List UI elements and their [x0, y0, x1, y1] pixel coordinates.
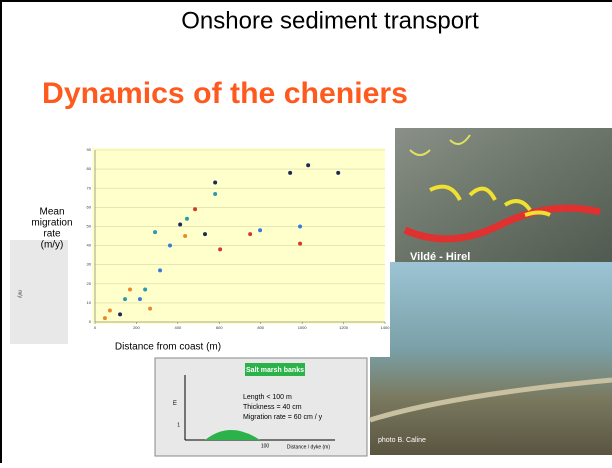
point: [137, 297, 142, 302]
side-panel: [10, 240, 70, 344]
inset: Salt marsh banks m 1 100 Distance / dyke…: [154, 357, 368, 457]
point: [248, 232, 253, 237]
inset-line: Thickness = 40 cm: [243, 404, 302, 411]
point: [128, 287, 133, 292]
photo-credit: photo B. Caline: [378, 437, 426, 444]
plot-area: [92, 148, 385, 324]
x-tick-label: 600: [216, 325, 223, 330]
y-axis-label: migration: [31, 218, 72, 229]
x-tick-label: 1000: [298, 325, 308, 330]
point: [118, 312, 123, 317]
side-label: m/y: [17, 290, 23, 299]
inset-xtick: 100: [261, 443, 270, 449]
point: [107, 308, 112, 313]
x-tick-label: 0: [94, 325, 97, 330]
point: [218, 247, 223, 252]
photo-label: Vildé - Hirel: [410, 251, 470, 263]
point: [158, 268, 163, 273]
inset-xlabel: Distance / dyke (m): [287, 444, 330, 450]
y-tick-label: 20: [87, 281, 92, 286]
point: [202, 232, 207, 237]
y-axis-label: rate: [43, 229, 61, 240]
photo-bottom: photo B. Caline: [369, 262, 612, 455]
point: [102, 316, 107, 321]
x-tick-label: 400: [175, 325, 182, 330]
x-tick-label: 200: [133, 325, 140, 330]
x-tick-label: 1200: [339, 325, 349, 330]
inset-ytick: 1: [177, 422, 180, 428]
x-axis-label: Distance from coast (m): [115, 342, 221, 353]
point: [298, 224, 303, 229]
y-axis-label: (m/y): [41, 240, 64, 251]
inset-ylabel: m: [173, 400, 179, 405]
y-tick-label: 0: [89, 319, 92, 324]
point: [184, 216, 189, 221]
slide-title: Onshore sediment transport: [181, 7, 479, 34]
x-tick-label: 1400: [381, 325, 391, 330]
point: [213, 191, 218, 196]
point: [298, 241, 303, 246]
y-tick-label: 70: [87, 185, 92, 190]
point: [336, 170, 341, 175]
x-tick-label: 800: [257, 325, 264, 330]
point: [288, 170, 293, 175]
point: [183, 234, 188, 238]
point: [167, 243, 172, 248]
y-tick-label: 40: [87, 243, 92, 248]
chart: 0 10 20 30 40 50 60 70 80 90 0 200 400 600 800 1000 1200…: [31, 147, 390, 330]
inset-line: Migration rate = 60 cm / y: [243, 414, 323, 421]
point: [123, 297, 128, 302]
point: [193, 207, 198, 212]
y-tick-label: 30: [87, 262, 92, 267]
y-axis-label: Mean: [39, 207, 64, 218]
photo-top: Vildé - Hirel: [395, 128, 612, 263]
point: [178, 222, 183, 227]
inset-title: Salt marsh banks: [246, 367, 304, 374]
slide-subtitle: Dynamics of the cheniers: [42, 77, 408, 110]
point: [143, 287, 148, 292]
point: [306, 163, 311, 168]
y-tick-label: 80: [87, 166, 92, 171]
y-tick-label: 10: [87, 300, 92, 305]
inset-line: Length < 100 m: [243, 394, 292, 401]
y-tick-label: 60: [87, 204, 92, 209]
point: [258, 228, 263, 233]
point: [148, 306, 153, 311]
point: [153, 230, 158, 235]
y-tick-label: 50: [87, 224, 92, 229]
y-tick-label: 90: [87, 147, 92, 152]
point: [213, 180, 218, 185]
